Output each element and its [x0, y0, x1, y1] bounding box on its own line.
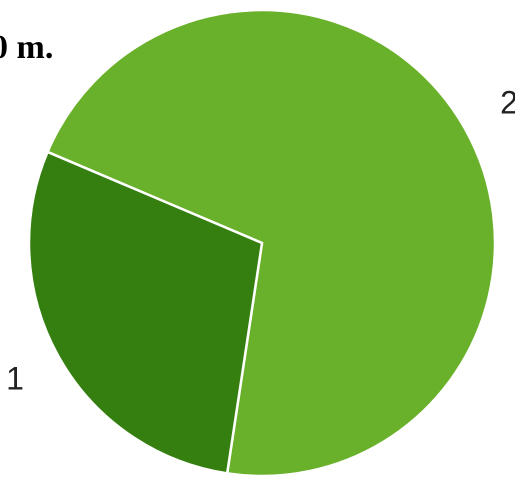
slice-label: 1 [6, 361, 24, 397]
pie-slice [46, 8, 497, 478]
pie-slice [27, 150, 264, 475]
chart-title: 0 m. [0, 29, 53, 66]
pie [27, 8, 497, 478]
slice-label: 2 [500, 84, 515, 120]
